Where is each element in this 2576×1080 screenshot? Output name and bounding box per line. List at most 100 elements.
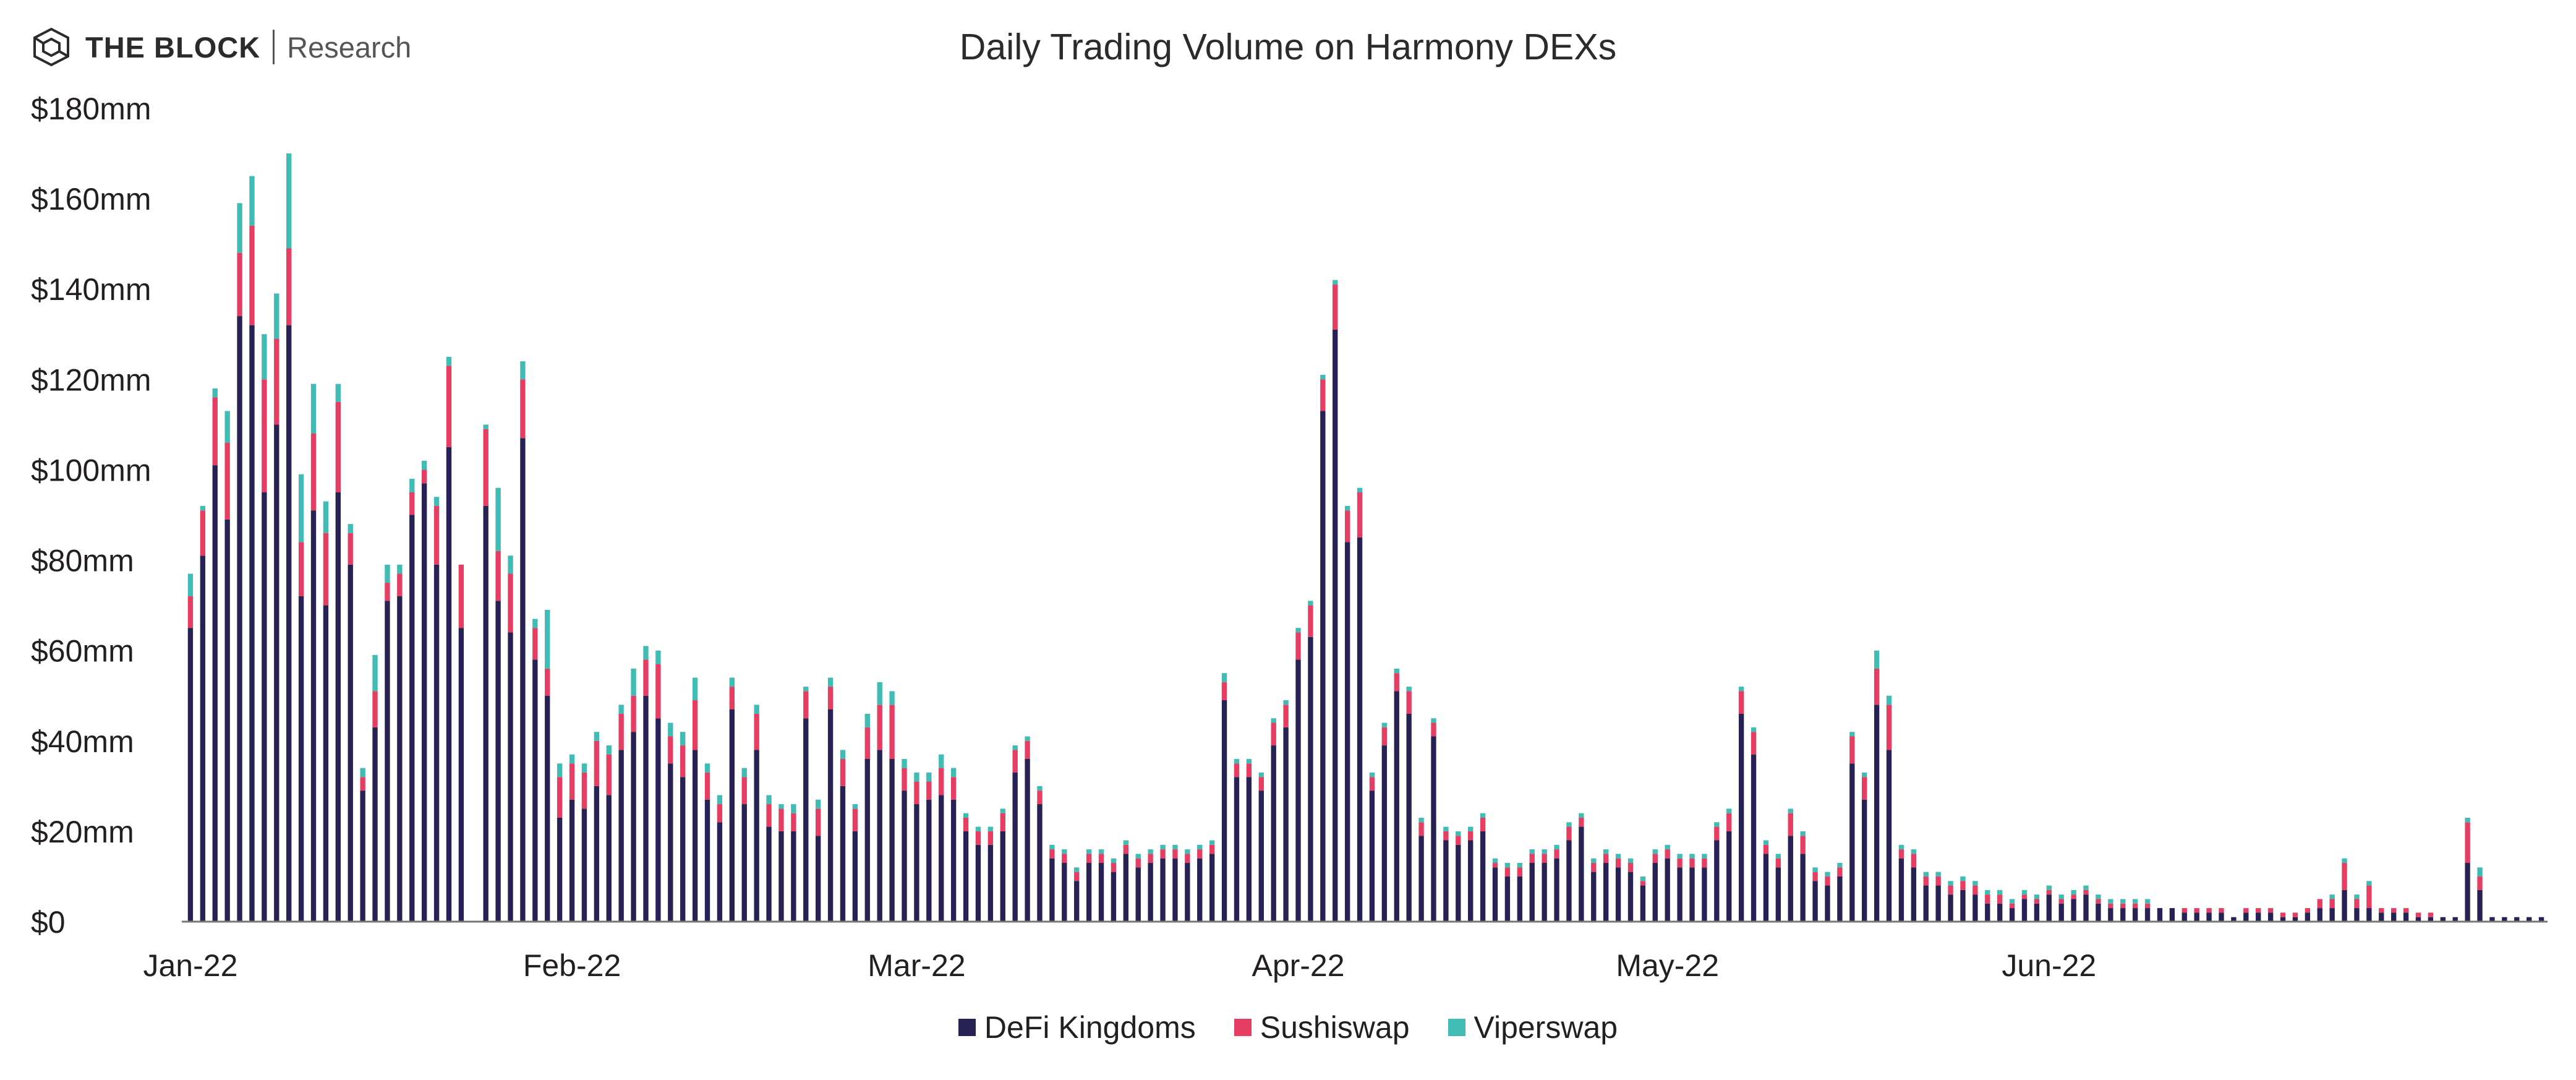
bar-defi-kingdoms <box>2502 917 2507 922</box>
bar-viperswap <box>1098 849 1104 854</box>
bar-viperswap <box>1529 849 1535 854</box>
bar-viperswap <box>1369 772 1375 778</box>
bar-defi-kingdoms <box>1702 867 1707 922</box>
bar-defi-kingdoms <box>2034 903 2040 922</box>
bar-viperswap <box>594 732 600 741</box>
brand-name: THE BLOCK <box>85 30 261 64</box>
bar-sushiswap <box>372 691 378 727</box>
bar-viperswap <box>1849 732 1855 737</box>
bar-defi-kingdoms <box>815 836 821 922</box>
bar-sushiswap <box>877 705 882 750</box>
bar-defi-kingdoms <box>1185 863 1190 922</box>
bar-sushiswap <box>1529 854 1535 864</box>
bar-sushiswap <box>385 583 390 601</box>
bar-defi-kingdoms <box>1086 863 1092 922</box>
bar-sushiswap <box>409 492 415 515</box>
bar-defi-kingdoms <box>1800 854 1806 922</box>
bar-viperswap <box>852 804 858 809</box>
bar-defi-kingdoms <box>877 750 882 922</box>
bar-viperswap <box>1185 849 1190 854</box>
bar-viperswap <box>1591 858 1597 864</box>
bar-sushiswap <box>1973 885 1978 895</box>
bar-defi-kingdoms <box>864 759 870 922</box>
bar-sushiswap <box>1357 492 1363 538</box>
bar-defi-kingdoms <box>1025 759 1030 922</box>
bar-defi-kingdoms <box>1615 867 1621 922</box>
bar-viperswap <box>864 713 870 727</box>
bar-sushiswap <box>1258 777 1264 791</box>
y-tick-label: $120mm <box>31 362 151 397</box>
bar-defi-kingdoms <box>2514 917 2520 922</box>
bar-defi-kingdoms <box>508 632 513 922</box>
bar-viperswap <box>545 609 550 669</box>
bar-sushiswap <box>1098 854 1104 864</box>
bar-sushiswap <box>840 759 846 786</box>
bar-sushiswap <box>1172 849 1178 859</box>
bar-defi-kingdoms <box>2366 908 2372 922</box>
bar-sushiswap <box>1702 858 1707 868</box>
bar-defi-kingdoms <box>704 799 710 922</box>
bar-defi-kingdoms <box>939 795 944 922</box>
bar-sushiswap <box>1504 867 1511 876</box>
bar-viperswap <box>1640 876 1646 881</box>
bar-defi-kingdoms <box>1775 867 1781 922</box>
bar-sushiswap <box>2317 899 2322 909</box>
bar-defi-kingdoms <box>1554 858 1559 922</box>
bar-viperswap <box>1911 849 1917 854</box>
bar-sushiswap <box>274 338 279 425</box>
x-tick-label: Feb-22 <box>523 948 621 983</box>
bar-defi-kingdoms <box>1566 840 1572 922</box>
bar-defi-kingdoms <box>557 817 563 922</box>
bar-viperswap <box>1702 854 1707 859</box>
bar-defi-kingdoms <box>2169 908 2175 922</box>
bar-defi-kingdoms <box>827 709 834 922</box>
bar-defi-kingdoms <box>458 628 464 922</box>
bar-sushiswap <box>1443 831 1449 841</box>
bar-defi-kingdoms <box>1504 876 1511 922</box>
bar-sushiswap <box>618 713 624 750</box>
bar-viperswap <box>581 763 587 773</box>
bar-viperswap <box>1480 813 1486 818</box>
bar-defi-kingdoms <box>520 438 526 922</box>
bar-defi-kingdoms <box>1074 881 1080 922</box>
brand-divider <box>273 30 275 64</box>
bar-defi-kingdoms <box>2440 917 2446 922</box>
bar-sushiswap <box>2403 908 2409 913</box>
bar-sushiswap <box>1025 740 1030 759</box>
bar-viperswap <box>2021 889 2028 895</box>
legend-label-viperswap: Viperswap <box>1474 1010 1618 1045</box>
bar-viperswap <box>914 772 919 782</box>
bar-defi-kingdoms <box>1874 705 1880 922</box>
bar-viperswap <box>2034 894 2040 899</box>
bar-sushiswap <box>1037 791 1043 805</box>
bar-defi-kingdoms <box>791 831 796 922</box>
bar-viperswap <box>1381 722 1388 727</box>
bar-sushiswap <box>1456 836 1461 845</box>
bar-defi-kingdoms <box>1295 659 1301 922</box>
bar-defi-kingdoms <box>1960 889 1966 922</box>
x-axis: Jan-22 Feb-22 Mar-22 Apr-22 May-22 Jun-22 <box>143 948 2097 983</box>
bar-sushiswap <box>1591 863 1597 872</box>
legend-swatch-viperswap <box>1448 1019 1465 1036</box>
bar-defi-kingdoms <box>274 424 279 922</box>
bar-viperswap <box>877 682 882 705</box>
bar-viperswap <box>827 677 834 687</box>
bar-defi-kingdoms <box>655 718 661 922</box>
bar-viperswap <box>668 722 673 737</box>
bar-sushiswap <box>741 777 747 805</box>
bar-viperswap <box>1763 840 1769 845</box>
bar-defi-kingdoms <box>1997 903 2003 922</box>
bar-defi-kingdoms <box>385 601 390 922</box>
bar-viperswap <box>1062 849 1067 854</box>
bar-viperswap <box>1160 844 1166 850</box>
bar-viperswap <box>385 564 390 583</box>
bar-viperswap <box>1443 826 1449 831</box>
bar-viperswap <box>421 460 427 470</box>
bar-defi-kingdoms <box>2231 917 2237 922</box>
bar-sushiswap <box>1640 881 1646 886</box>
bar-sushiswap <box>1111 863 1117 872</box>
bar-sushiswap <box>335 401 341 492</box>
bar-viperswap <box>2366 881 2372 886</box>
bar-viperswap <box>1542 849 1547 854</box>
bar-viperswap <box>1456 831 1461 836</box>
